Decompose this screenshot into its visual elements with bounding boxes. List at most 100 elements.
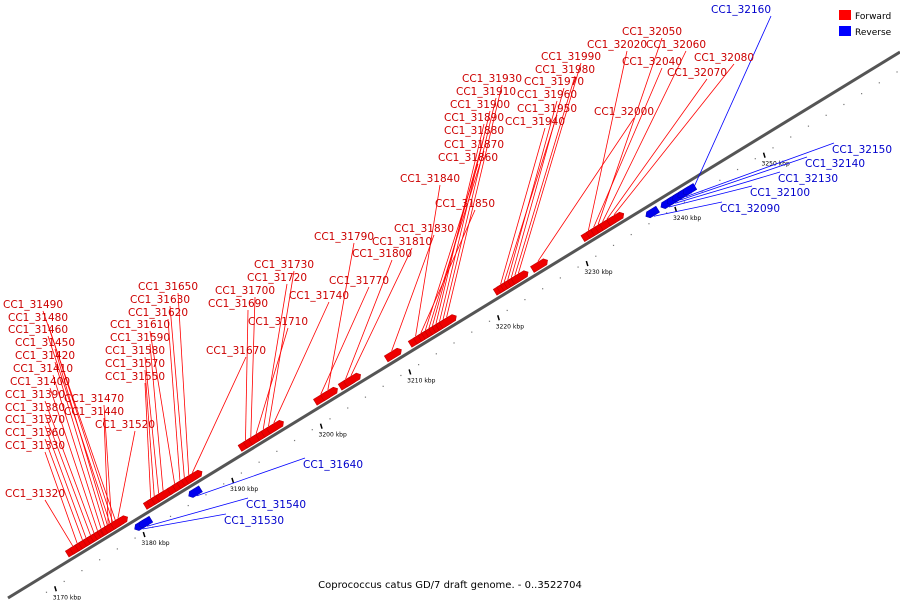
- forward-gene-label: CC1_31650: [138, 281, 198, 293]
- minor-tick-dot: [754, 158, 756, 160]
- forward-label-leader: [593, 67, 663, 228]
- minor-tick-dot: [524, 299, 526, 301]
- forward-gene-label: CC1_31450: [15, 337, 75, 349]
- minor-tick-dot: [187, 504, 189, 507]
- reverse-gene-label: CC1_32100: [750, 187, 810, 199]
- forward-label-leader: [507, 100, 558, 280]
- forward-gene-arrow: [383, 347, 402, 363]
- reverse-label-leader: [668, 185, 753, 208]
- forward-gene-label: CC1_32040: [622, 56, 682, 68]
- legend-reverse-label: Reverse: [855, 28, 892, 38]
- minor-tick-dot: [542, 288, 544, 290]
- reverse-label-leader: [196, 457, 306, 497]
- forward-label-leader: [42, 310, 116, 521]
- reverse-gene-label: CC1_31540: [246, 499, 306, 511]
- minor-tick-dot: [364, 396, 367, 398]
- forward-gene-label: CC1_31700: [215, 285, 275, 297]
- forward-gene-label: CC1_31400: [10, 376, 70, 388]
- minor-tick-dot: [329, 418, 331, 420]
- kbp-tick-mark: [762, 152, 766, 158]
- forward-gene-label: CC1_31590: [110, 332, 170, 344]
- minor-tick-dot: [311, 429, 313, 431]
- forward-label-leader: [169, 305, 185, 478]
- kbp-tick-label: 3170 kbp: [53, 594, 81, 600]
- forward-label-leader: [415, 184, 441, 337]
- forward-label-leader: [144, 382, 152, 499]
- minor-tick-dot: [205, 494, 207, 496]
- forward-gene-label: CC1_31670: [206, 345, 266, 357]
- kbp-tick-label: 3210 kbp: [407, 377, 435, 384]
- forward-gene-label: CC1_31490: [3, 299, 63, 311]
- minor-tick-dot: [240, 472, 243, 474]
- forward-gene-label: CC1_32080: [694, 52, 754, 64]
- forward-gene-label: CC1_31880: [444, 125, 504, 137]
- legend-forward-label: Forward: [855, 12, 891, 22]
- minor-tick-dot: [435, 353, 437, 355]
- minor-tick-dot: [99, 559, 101, 561]
- forward-gene-arrow: [110, 515, 128, 530]
- forward-gene-label: CC1_31690: [208, 298, 268, 310]
- caption: Coprococcus catus GD/7 draft genome. - 0…: [318, 580, 582, 591]
- forward-gene-label: CC1_31950: [517, 103, 577, 115]
- minor-tick-dot: [506, 309, 508, 312]
- minor-tick-dot: [293, 439, 296, 442]
- reverse-gene-arrows: [134, 183, 698, 531]
- forward-label-leader: [446, 84, 503, 318]
- forward-gene-label: CC1_32000: [594, 106, 654, 118]
- forward-gene-label: CC1_32070: [667, 67, 727, 79]
- forward-gene-arrow: [320, 386, 338, 402]
- forward-gene-label: CC1_31860: [438, 152, 498, 164]
- reverse-label-leader: [146, 497, 249, 527]
- forward-gene-arrow: [343, 372, 361, 388]
- reverse-label-leader: [685, 142, 835, 198]
- reverse-gene-arrow: [645, 205, 660, 219]
- forward-gene-label: CC1_31790: [314, 231, 374, 243]
- reverse-label-leader: [675, 171, 781, 204]
- kbp-tick-label: 3230 kbp: [584, 269, 612, 276]
- minor-tick-dot: [878, 82, 880, 84]
- minor-tick-dot: [418, 364, 420, 366]
- forward-label-leader: [273, 301, 330, 424]
- forward-gene-label: CC1_31440: [64, 406, 124, 418]
- minor-tick-dot: [169, 515, 172, 518]
- minor-tick-dot: [134, 537, 136, 539]
- minor-tick-dot: [223, 483, 225, 485]
- legend: Forward Reverse: [839, 10, 892, 38]
- minor-tick-dot: [471, 331, 473, 333]
- forward-gene-arrow: [266, 419, 284, 435]
- forward-gene-label: CC1_31990: [541, 51, 601, 63]
- forward-label-leader: [510, 87, 565, 278]
- forward-gene-label: CC1_31620: [128, 307, 188, 319]
- forward-label-leader: [517, 62, 582, 274]
- kbp-tick-label: 3180 kbp: [141, 540, 169, 547]
- forward-gene-label: CC1_31770: [329, 275, 389, 287]
- minor-tick-dot: [825, 114, 827, 116]
- forward-label-leader: [345, 259, 393, 380]
- kbp-tick-mark: [142, 531, 146, 538]
- minor-tick-dot: [666, 212, 668, 214]
- forward-label-leader: [537, 117, 635, 262]
- forward-label-leader: [54, 361, 105, 527]
- forward-gene-arrow: [606, 211, 625, 227]
- kbp-tick-mark: [674, 206, 678, 213]
- forward-gene-label: CC1_31710: [248, 316, 308, 328]
- forward-gene-label: CC1_31480: [8, 312, 68, 324]
- legend-reverse-swatch: [839, 26, 851, 36]
- minor-tick-dot: [719, 179, 721, 181]
- minor-tick-dot: [276, 450, 278, 452]
- forward-gene-label: CC1_31370: [5, 414, 65, 426]
- forward-label-leader: [500, 127, 546, 285]
- forward-label-leader: [47, 335, 111, 524]
- forward-gene-label: CC1_31380: [5, 402, 65, 414]
- minor-tick-dot: [790, 136, 792, 138]
- reverse-gene-label: CC1_31640: [303, 459, 363, 471]
- forward-gene-label: CC1_31960: [517, 89, 577, 101]
- forward-gene-label: CC1_31320: [5, 488, 65, 500]
- minor-tick-dot: [488, 320, 491, 322]
- minor-tick-dot: [453, 342, 455, 344]
- minor-tick-dot: [861, 93, 863, 95]
- kbp-tick-label: 3190 kbp: [230, 486, 258, 493]
- forward-gene-label: CC1_31610: [110, 319, 170, 331]
- minor-tick-dot: [595, 255, 597, 257]
